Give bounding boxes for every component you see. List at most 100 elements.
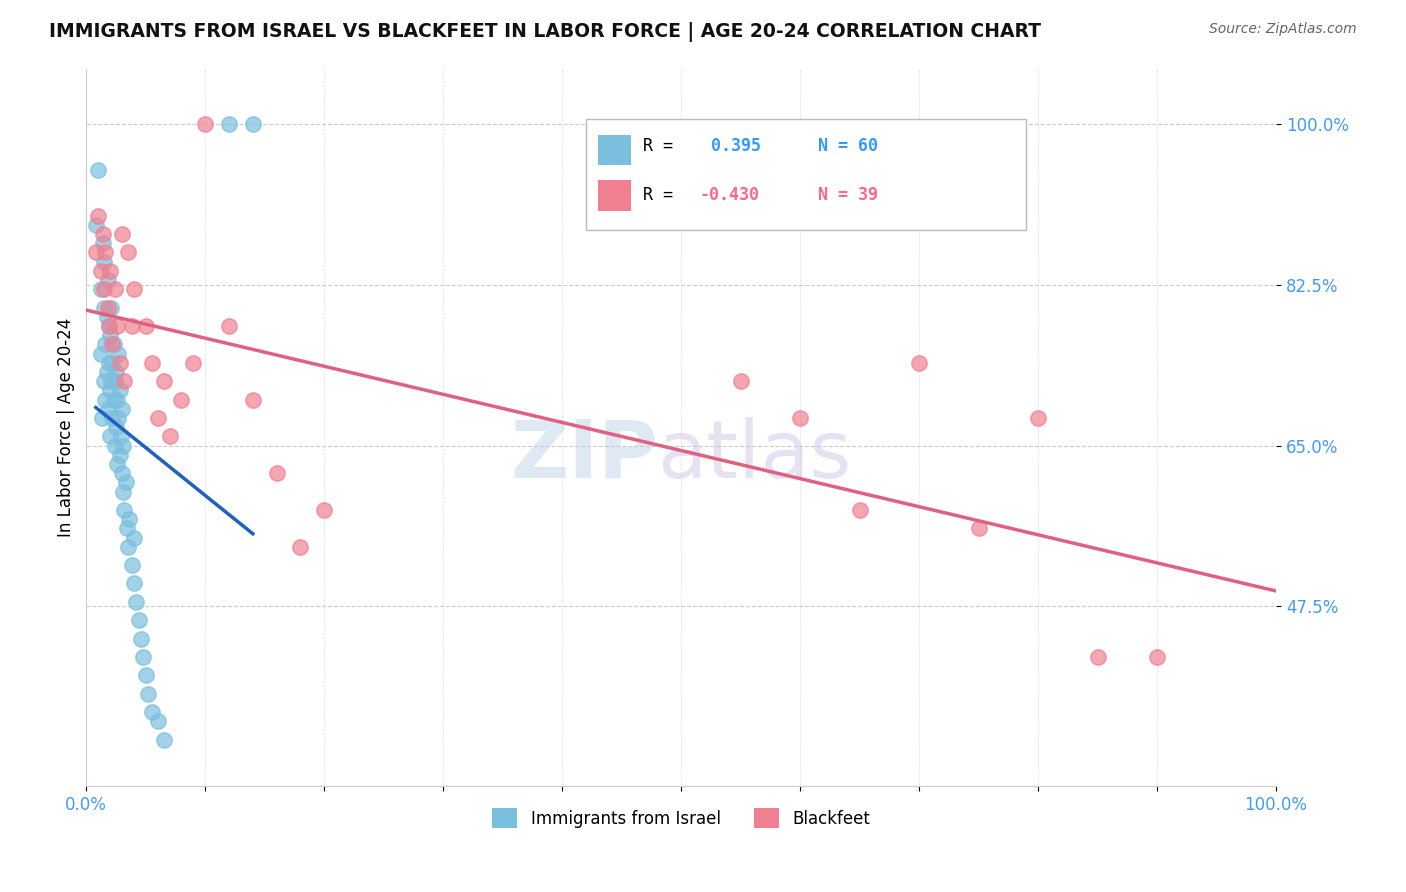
Point [112, 438, 135, 452]
Point [218, 117, 240, 131]
Point [111, 401, 134, 416]
Point [242, 392, 264, 407]
Point [170, 392, 193, 407]
Point [135, 318, 157, 333]
Point [90, 346, 112, 360]
Point [100, 374, 122, 388]
Point [141, 705, 163, 719]
Point [146, 411, 169, 425]
Point [152, 732, 174, 747]
Point [103, 392, 125, 407]
Point [112, 503, 135, 517]
Point [136, 687, 159, 701]
Point [159, 429, 181, 443]
Point [97, 301, 120, 315]
Point [1146, 650, 1168, 665]
Point [121, 558, 143, 573]
Point [117, 245, 139, 260]
Point [90, 411, 112, 425]
Bar [598, 136, 631, 165]
Point [183, 356, 205, 370]
Text: R =: R = [643, 186, 683, 204]
Point [101, 356, 124, 370]
Text: 0.395: 0.395 [711, 137, 761, 155]
Text: N = 39: N = 39 [818, 186, 877, 204]
Point [122, 282, 145, 296]
Point [87, 162, 110, 177]
Point [132, 650, 155, 665]
Point [98, 264, 121, 278]
Point [128, 613, 150, 627]
Point [98, 429, 121, 443]
Point [105, 392, 128, 407]
Point [242, 117, 264, 131]
Point [908, 356, 931, 370]
Point [117, 540, 139, 554]
Point [97, 318, 120, 333]
Text: atlas: atlas [658, 417, 852, 495]
Point [93, 301, 115, 315]
Point [105, 457, 128, 471]
Point [110, 429, 132, 443]
Text: IMMIGRANTS FROM ISRAEL VS BLACKFEET IN LABOR FORCE | AGE 20-24 CORRELATION CHART: IMMIGRANTS FROM ISRAEL VS BLACKFEET IN L… [49, 22, 1042, 42]
Point [84, 218, 107, 232]
Point [135, 668, 157, 682]
Point [97, 318, 120, 333]
Point [111, 466, 134, 480]
Point [129, 632, 152, 646]
Point [112, 374, 135, 388]
Point [94, 337, 117, 351]
Point [121, 318, 143, 333]
Point [84, 245, 107, 260]
Legend: Immigrants from Israel, Blackfeet: Immigrants from Israel, Blackfeet [485, 801, 877, 835]
Point [90, 264, 112, 278]
Y-axis label: In Labor Force | Age 20-24: In Labor Force | Age 20-24 [58, 318, 75, 537]
Point [107, 346, 129, 360]
Text: R =: R = [643, 137, 683, 155]
Point [104, 438, 127, 452]
Point [100, 301, 122, 315]
Text: -0.430: -0.430 [699, 186, 759, 204]
Point [101, 411, 124, 425]
Point [730, 374, 752, 388]
Text: Source: ZipAtlas.com: Source: ZipAtlas.com [1209, 22, 1357, 37]
Point [93, 374, 115, 388]
Point [96, 310, 118, 324]
Point [87, 209, 110, 223]
Point [125, 595, 148, 609]
Point [96, 365, 118, 379]
Point [94, 245, 117, 260]
Point [105, 420, 128, 434]
Point [146, 714, 169, 729]
Point [218, 318, 240, 333]
Point [104, 374, 127, 388]
Point [93, 254, 115, 268]
Bar [598, 180, 631, 211]
Point [111, 227, 134, 241]
Point [91, 227, 114, 241]
Point [104, 282, 127, 296]
Point [105, 318, 128, 333]
Point [114, 475, 136, 490]
Point [108, 356, 131, 370]
Text: ZIP: ZIP [510, 417, 658, 495]
Point [1087, 650, 1109, 665]
Point [108, 384, 131, 398]
Point [314, 503, 336, 517]
Point [141, 356, 163, 370]
Point [266, 466, 288, 480]
Point [115, 521, 138, 535]
Point [290, 540, 312, 554]
Point [967, 521, 990, 535]
Text: N = 60: N = 60 [818, 137, 877, 155]
Point [103, 337, 125, 351]
Point [97, 356, 120, 370]
Point [98, 384, 121, 398]
Point [152, 374, 174, 388]
Point [122, 531, 145, 545]
Point [101, 337, 124, 351]
Point [118, 512, 141, 526]
Point [848, 503, 870, 517]
Point [91, 236, 114, 251]
Point [94, 392, 117, 407]
